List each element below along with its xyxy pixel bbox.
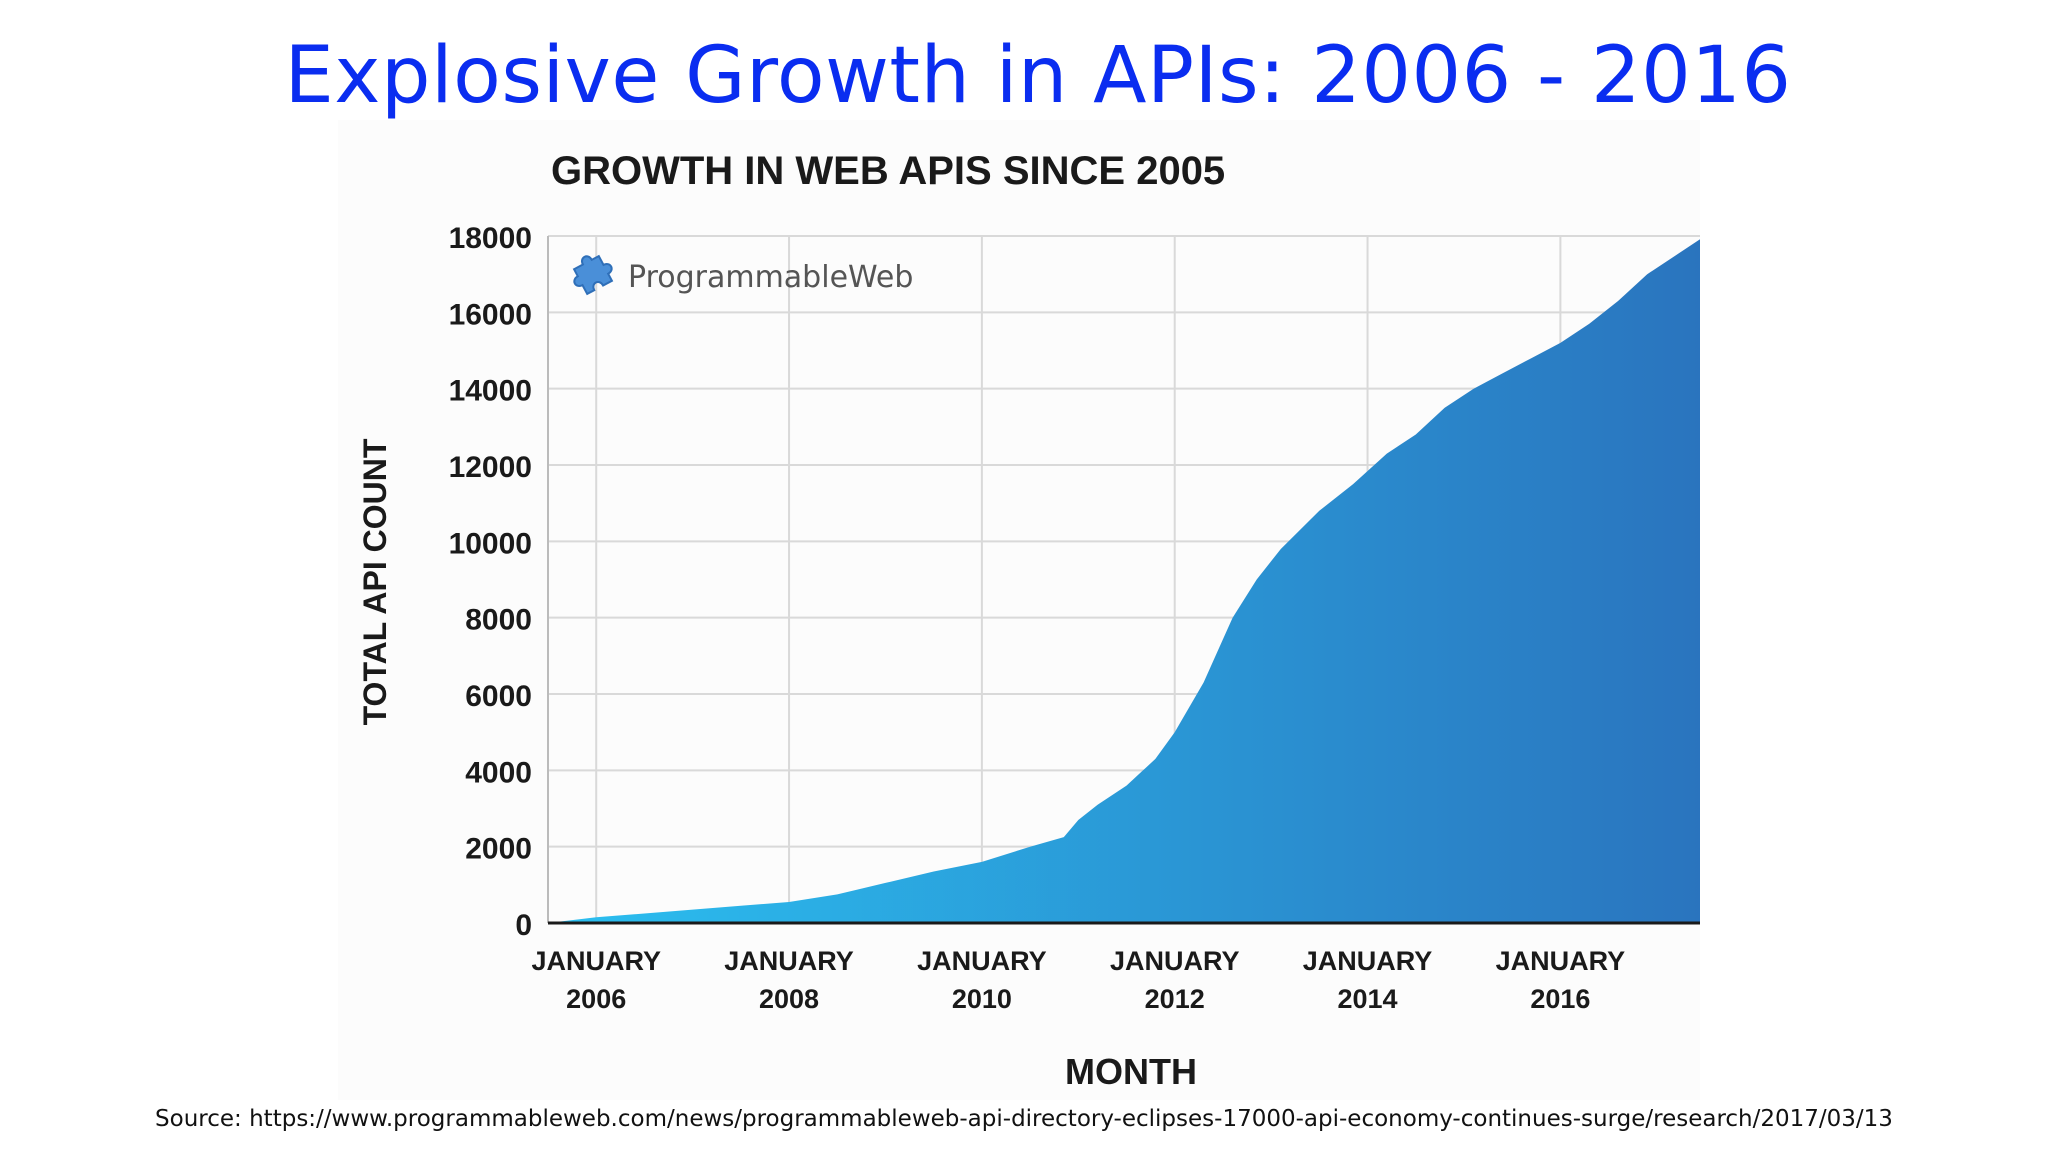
x-tick-label-year: 2008: [759, 984, 819, 1014]
logo-text: ProgrammableWeb: [628, 260, 913, 295]
x-tick-label-month: JANUARY: [1496, 946, 1626, 976]
y-tick-label: 18000: [449, 222, 532, 255]
x-tick-label-month: JANUARY: [1303, 946, 1433, 976]
x-tick-labels: JANUARY 2006 JANUARY 2008 JANUARY 2010 JANUARY…: [531, 946, 1625, 1014]
x-tick-label-month: JANUARY: [724, 946, 854, 976]
puzzle-piece-icon: [572, 254, 614, 296]
axis-layer: [547, 236, 1700, 925]
y-tick-labels: 0 2000 4000 6000 8000 10000 12000 14000 16000 180…: [449, 222, 532, 942]
programmableweb-logo: ProgrammableWeb: [572, 254, 913, 296]
y-axis-label: TOTAL API COUNT: [357, 438, 393, 725]
y-tick-label: 0: [515, 909, 532, 942]
source-citation: Source: https://www.programmableweb.com/…: [155, 1106, 1893, 1132]
growth-chart: GROWTH IN WEB APIS SINCE 2005 0 2000 4000 6…: [357, 149, 1700, 1092]
y-tick-label: 6000: [465, 680, 532, 713]
x-axis-label: MONTH: [1065, 1051, 1197, 1092]
chart-panel: GROWTH IN WEB APIS SINCE 2005 0 2000 4000 6…: [338, 120, 1700, 1100]
x-tick-label-month: JANUARY: [917, 946, 1047, 976]
y-tick-label: 14000: [449, 375, 532, 408]
y-tick-label: 12000: [449, 451, 532, 484]
x-tick-label-year: 2014: [1338, 984, 1398, 1014]
area-layer: [548, 239, 1700, 923]
y-tick-label: 16000: [449, 298, 532, 331]
x-tick-label-year: 2012: [1145, 984, 1205, 1014]
x-tick-label-month: JANUARY: [1110, 946, 1240, 976]
x-tick-label-month: JANUARY: [531, 946, 661, 976]
api-count-area: [548, 239, 1700, 923]
y-tick-label: 2000: [465, 833, 532, 866]
x-tick-label-year: 2006: [566, 984, 626, 1014]
chart-title: GROWTH IN WEB APIS SINCE 2005: [551, 149, 1225, 193]
y-tick-label: 4000: [465, 756, 532, 789]
y-tick-label: 8000: [465, 604, 532, 637]
x-tick-label-year: 2016: [1530, 984, 1590, 1014]
x-tick-label-year: 2010: [952, 984, 1012, 1014]
slide-title: Explosive Growth in APIs: 2006 - 2016: [284, 31, 1792, 121]
y-tick-label: 10000: [449, 527, 532, 560]
